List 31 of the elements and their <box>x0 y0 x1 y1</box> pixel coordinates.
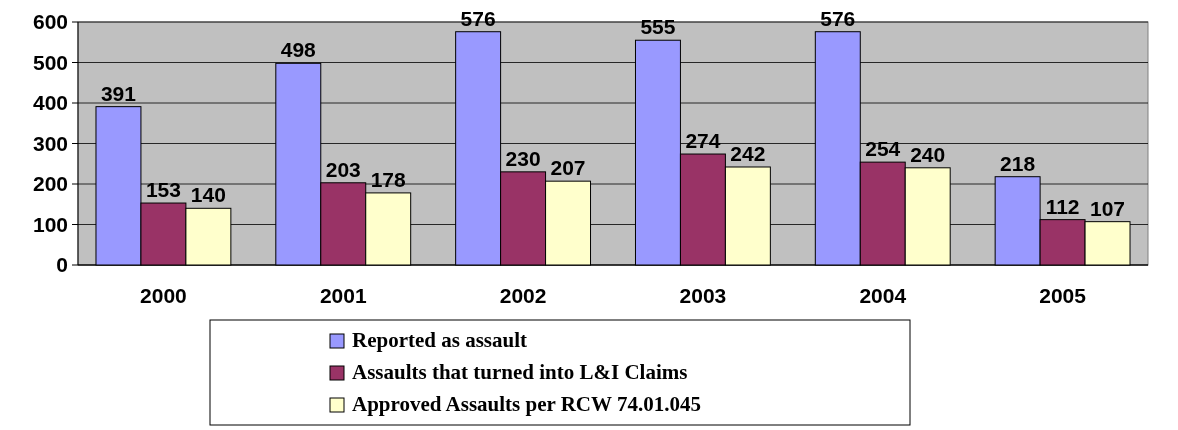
data-label: 207 <box>550 156 586 180</box>
data-label: 498 <box>280 38 317 62</box>
data-label: 254 <box>865 137 901 161</box>
y-tick-label: 100 <box>32 212 68 236</box>
x-tick-label: 2004 <box>859 284 907 307</box>
data-label: 242 <box>730 141 766 165</box>
legend-label: Reported as assault <box>352 328 528 352</box>
y-tick-label: 200 <box>32 172 68 196</box>
data-label: 203 <box>325 157 361 181</box>
data-label: 230 <box>505 146 541 170</box>
y-tick-label: 500 <box>32 50 68 74</box>
y-tick-label: 0 <box>56 253 68 277</box>
data-label: 153 <box>145 178 181 202</box>
data-label: 555 <box>640 15 676 39</box>
x-tick-label: 2000 <box>140 284 187 307</box>
data-label: 112 <box>1045 194 1080 218</box>
y-tick-label: 300 <box>32 131 68 155</box>
x-tick-label: 2001 <box>319 284 367 307</box>
x-tick-label: 2005 <box>1039 284 1087 307</box>
legend-label: Assaults that turned into L&I Claims <box>352 360 688 384</box>
legend-label: Approved Assaults per RCW 74.01.045 <box>352 392 701 416</box>
x-tick-label: 2002 <box>499 284 547 307</box>
data-label: 218 <box>1000 151 1036 175</box>
x-tick-label: 2003 <box>679 284 727 307</box>
y-tick-label: 400 <box>32 91 68 115</box>
data-label: 240 <box>910 142 946 166</box>
data-label: 178 <box>370 167 407 191</box>
data-label: 140 <box>190 183 226 207</box>
data-label: 107 <box>1090 196 1126 220</box>
data-label: 391 <box>100 81 137 105</box>
y-tick-label: 600 <box>32 10 68 34</box>
